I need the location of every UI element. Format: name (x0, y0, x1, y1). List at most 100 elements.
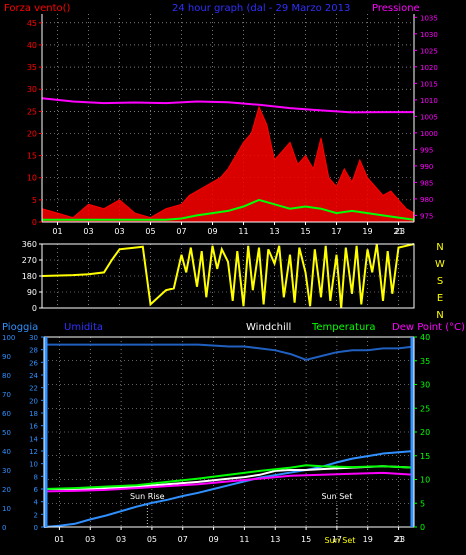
x-tick-label: 03 (85, 535, 95, 544)
y-tick-label: 360 (22, 240, 37, 249)
x-tick-label: 01 (54, 535, 64, 544)
y-left-tick-label: 25 (27, 107, 37, 116)
y-left-tick-label: 0 (32, 218, 37, 227)
x-tick-label: 13 (270, 535, 280, 544)
temperature-panel: Pioggia Umidita Windchill Temperatura Dew Po… (2, 322, 465, 545)
compass-label: N (436, 242, 443, 253)
direction-series (41, 243, 415, 309)
y-right-tick-label: 985 (420, 179, 433, 187)
x-tick-label: 03 (116, 535, 126, 544)
x-tick-label: 07 (178, 535, 188, 544)
y-left1-tick-label: 70 (2, 391, 11, 399)
temperature-axes: 0102030405060708090100024681012141618202… (2, 333, 430, 544)
y-right-tick-label: 1030 (420, 31, 438, 39)
legend-label: Temperatura (311, 322, 376, 333)
y-right-tick-label: 20 (420, 428, 430, 437)
y-left-tick-label: 30 (27, 85, 37, 94)
series-pioggia (43, 450, 415, 528)
compass-label: S (437, 276, 443, 287)
compass-label: E (437, 293, 443, 304)
series-umidita (44, 343, 415, 361)
y-right-tick-label: 30 (420, 381, 430, 390)
y-left2-tick-label: 30 (29, 334, 38, 342)
x-tick-label: 17 (332, 535, 342, 544)
series-windchill (44, 465, 415, 490)
legend-label: Dew Point (°C) (392, 322, 465, 333)
wind-title: 24 hour graph (dal - 29 Marzo 2013 (172, 3, 350, 14)
y-right-tick-label: 1010 (420, 97, 438, 105)
y-left2-tick-label: 0 (34, 524, 38, 532)
x-tick-label: 17 (331, 227, 341, 236)
x-tick-label: 23 (395, 227, 405, 236)
x-tick-label: 19 (363, 535, 373, 544)
x-tick-label: 15 (300, 227, 310, 236)
y-left-tick-label: 35 (27, 63, 37, 72)
y-left1-tick-label: 60 (2, 410, 11, 418)
y-right-tick-label: 975 (420, 212, 433, 220)
y-left-tick-label: 5 (32, 196, 37, 205)
x-tick-label: 05 (147, 535, 157, 544)
y-left1-tick-label: 50 (2, 429, 11, 437)
y-left1-tick-label: 100 (2, 334, 15, 342)
y-left2-tick-label: 6 (34, 486, 39, 494)
y-right-tick-label: 10 (420, 476, 430, 485)
x-tick-label: 03 (83, 227, 93, 236)
y-left2-tick-label: 20 (29, 397, 38, 405)
sun-annotations: Sun Rise Sun Set Sun Set (130, 492, 355, 545)
x-tick-label: 13 (269, 227, 279, 236)
y-left2-tick-label: 26 (29, 359, 38, 367)
y-left1-tick-label: 20 (2, 486, 11, 494)
x-tick-label: 23 (395, 535, 405, 544)
x-tick-label: 01 (52, 227, 62, 236)
temperature-legend: Pioggia Umidita Windchill Temperatura Dew Po… (2, 322, 465, 333)
wind-axes: 0510152025303540459759809859909951000100… (27, 14, 438, 236)
x-tick-label: 09 (208, 535, 218, 544)
y-right-tick-label: 5 (420, 499, 425, 508)
y-left2-tick-label: 2 (34, 511, 38, 519)
y-right-tick-label: 990 (420, 163, 433, 171)
y-right-tick-label: 35 (420, 357, 430, 366)
y-right-tick-label: 995 (420, 146, 433, 154)
y-left-tick-label: 20 (27, 129, 37, 138)
y-right-tick-label: 1035 (420, 14, 438, 22)
temperature-grid (44, 337, 414, 527)
legend-label: Umidita (64, 322, 103, 333)
y-left2-tick-label: 28 (29, 347, 38, 355)
x-tick-label: 19 (362, 227, 372, 236)
wind-left-label: Forza vento() (4, 3, 71, 14)
y-tick-label: 0 (32, 304, 37, 313)
wind-panel: Forza vento() 24 hour graph (dal - 29 Ma… (4, 3, 438, 236)
y-tick-label: 90 (27, 288, 37, 297)
sun-annotation: Sun Set (321, 492, 352, 501)
y-left2-tick-label: 10 (29, 461, 38, 469)
y-left2-tick-label: 16 (29, 423, 38, 431)
x-tick-label: 11 (239, 535, 249, 544)
y-right-tick-label: 1025 (420, 47, 438, 55)
sun-annotation: Sun Set (325, 536, 356, 545)
y-left2-tick-label: 18 (29, 410, 38, 418)
legend-label: Pioggia (2, 322, 38, 333)
y-right-tick-label: 1015 (420, 80, 438, 88)
series-vento-medio (42, 198, 415, 221)
x-tick-label: 11 (238, 227, 248, 236)
y-left1-tick-label: 90 (2, 353, 11, 361)
temperature-series (43, 343, 415, 528)
y-left2-tick-label: 8 (34, 473, 38, 481)
y-left-tick-label: 40 (27, 41, 37, 50)
y-left-tick-label: 10 (27, 174, 37, 183)
compass-label: N (436, 310, 443, 321)
y-right-tick-label: 980 (420, 196, 433, 204)
y-tick-label: 270 (22, 256, 37, 265)
direction-axes: 0 90 180 270 360 (22, 240, 415, 313)
y-left-tick-label: 45 (27, 19, 37, 28)
sun-annotation: Sun Rise (130, 492, 165, 501)
series-pressione (41, 97, 414, 114)
y-right-tick-label: 0 (420, 523, 425, 532)
series-direction (41, 243, 415, 309)
y-right-tick-label: 1000 (420, 130, 438, 138)
y-right-tick-label: 15 (420, 452, 430, 461)
x-tick-label: 21 (393, 227, 403, 236)
